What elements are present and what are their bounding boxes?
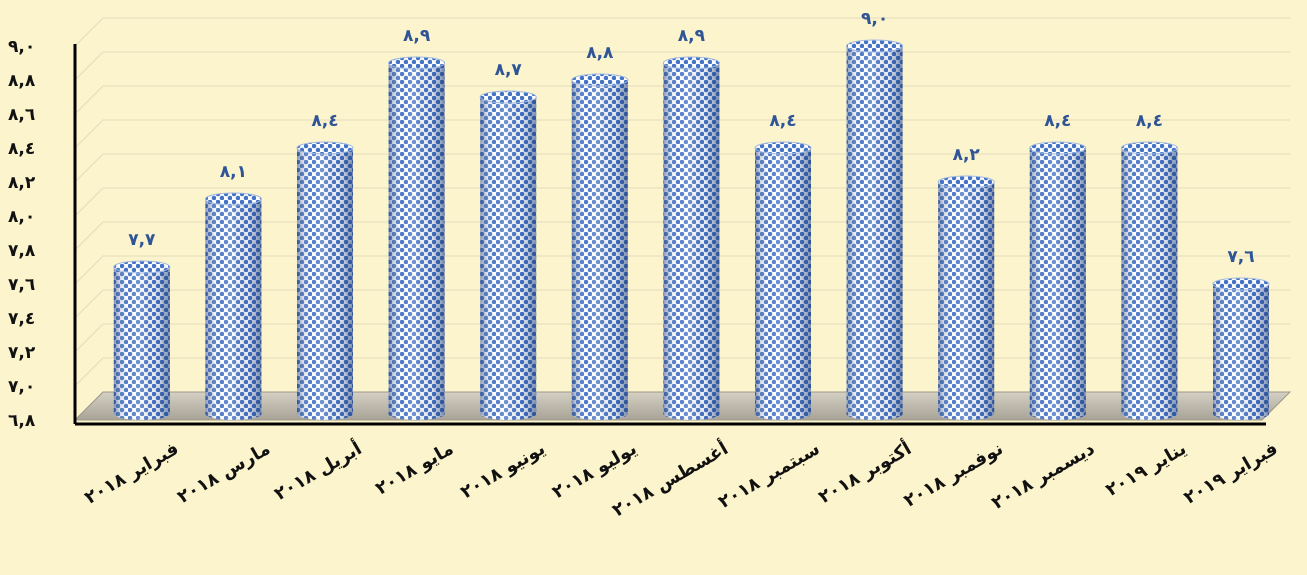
- gridline: [74, 17, 1290, 47]
- bar: [113, 260, 171, 420]
- bar: [479, 90, 537, 420]
- bar: [846, 39, 904, 420]
- bar: [571, 73, 629, 420]
- bar-top: [388, 56, 446, 70]
- bar-bottom-shading: [663, 408, 720, 420]
- bar-top: [1120, 141, 1178, 155]
- category-label: أكتوبر ٢٠١٨: [814, 436, 915, 508]
- bar-top: [571, 73, 629, 87]
- bar-bottom-shading: [846, 408, 903, 420]
- bar-top: [113, 260, 171, 274]
- y-tick-label: ٧,٦: [8, 275, 35, 295]
- category-label: مارس ٢٠١٨: [174, 438, 274, 508]
- bar-bottom-shading: [938, 408, 995, 420]
- bar-bottom-shading: [1213, 408, 1269, 420]
- bars: [113, 39, 1270, 420]
- category-label: فبراير ٢٠١٩: [1180, 438, 1281, 509]
- bar-shading: [571, 80, 628, 414]
- bar-bottom-shading: [388, 408, 445, 420]
- bar-shading: [205, 199, 262, 414]
- bar-bottom-shading: [297, 408, 353, 420]
- bar-bottom-shading: [113, 408, 170, 420]
- bar: [204, 192, 262, 420]
- bar: [1120, 141, 1178, 420]
- data-label: ٨,٤: [769, 111, 796, 131]
- bar-top: [1029, 141, 1087, 155]
- bar-top: [296, 141, 354, 155]
- bar-shading: [113, 267, 170, 414]
- bar: [1029, 141, 1087, 420]
- y-tick-label: ٨,٦: [8, 105, 35, 125]
- y-tick-label: ٨,٢: [8, 173, 36, 193]
- bar-bottom-shading: [1121, 408, 1178, 420]
- bar-top: [1212, 277, 1270, 291]
- bar-shading: [663, 63, 720, 414]
- y-tick-label: ٨,٨: [8, 71, 36, 91]
- bar-shading: [480, 97, 537, 414]
- bar-shading: [1213, 284, 1269, 414]
- data-label: ٧,٧: [128, 230, 156, 250]
- y-tick-label: ٨,٤: [8, 139, 35, 159]
- data-labels: ٧,٧ ٨,١ ٨,٤ ٨,٩ ٨,٧ ٨,٨ ٨,٩ ٨,٤ ٩,٠ ٨,٢ ٨,٤ ٨,٤ ٧,٦: [128, 9, 1254, 267]
- bar: [296, 141, 354, 420]
- y-tick-label: ٧,٤: [8, 309, 35, 329]
- bar-bottom-shading: [755, 408, 811, 420]
- data-label: ٧,٦: [1227, 247, 1254, 267]
- bar-bottom-shading: [205, 408, 262, 420]
- data-label: ٨,١: [220, 162, 247, 182]
- bar-top: [754, 141, 812, 155]
- bar-top: [937, 175, 995, 189]
- data-label: ٨,٨: [586, 43, 614, 63]
- bar: [662, 56, 720, 420]
- category-label: يونيو ٢٠١٨: [457, 438, 549, 503]
- bar-shading: [755, 148, 811, 414]
- bar-shading: [938, 182, 995, 414]
- bar: [388, 56, 446, 420]
- data-label: ٨,٢: [953, 145, 981, 165]
- bar: [754, 141, 812, 420]
- bar: [1212, 277, 1270, 420]
- bar-shading: [1121, 148, 1178, 414]
- bar-top: [662, 56, 720, 70]
- data-label: ٨,٤: [311, 111, 338, 131]
- y-tick-label: ٧,٢: [8, 343, 36, 363]
- bar-bottom-shading: [571, 408, 628, 420]
- data-label: ٨,٧: [495, 60, 523, 80]
- y-tick-label: ٩,٠: [8, 37, 35, 57]
- category-label: فبراير ٢٠١٨: [81, 438, 182, 509]
- axes: [73, 44, 1266, 426]
- data-label: ٨,٩: [403, 26, 431, 46]
- bar: [937, 175, 995, 420]
- data-label: ٩,٠: [861, 9, 888, 29]
- bar-top: [846, 39, 904, 53]
- bar-bottom-shading: [480, 408, 537, 420]
- category-label: يناير ٢٠١٩: [1102, 438, 1190, 501]
- y-axis-tick-labels: ٦,٨ ٧,٠ ٧,٢ ٧,٤ ٧,٦ ٧,٨ ٨,٠ ٨,٢ ٨,٤ ٨,٦ ٨,٨ ٩,٠: [8, 37, 36, 431]
- y-tick-label: ٦,٨: [8, 411, 36, 431]
- data-label: ٨,٤: [1044, 111, 1071, 131]
- data-label: ٨,٤: [1136, 111, 1163, 131]
- bar-shading: [297, 148, 353, 414]
- bar-top: [479, 90, 537, 104]
- bar-shading: [1029, 148, 1086, 414]
- category-label: ديسمبر ٢٠١٨: [988, 438, 1098, 514]
- y-tick-label: ٨,٠: [8, 207, 35, 227]
- bar-top: [204, 192, 262, 206]
- category-label: مايو ٢٠١٨: [372, 438, 457, 499]
- y-tick-label: ٧,٠: [8, 377, 35, 397]
- bar-bottom-shading: [1029, 408, 1086, 420]
- y-tick-label: ٧,٨: [8, 241, 36, 261]
- data-label: ٨,٩: [678, 26, 706, 46]
- bar-shading: [846, 46, 903, 414]
- bar-shading: [388, 63, 445, 414]
- category-label: سبتمبر ٢٠١٨: [715, 438, 824, 513]
- category-label: أبريل ٢٠١٨: [270, 436, 366, 505]
